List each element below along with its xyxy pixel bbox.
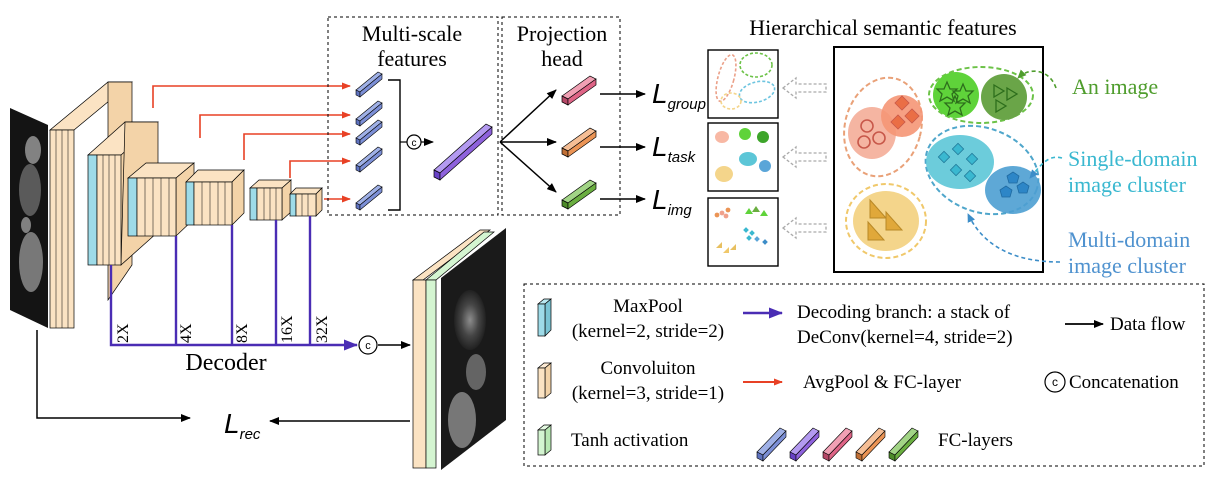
encoder-block-5 <box>249 179 292 221</box>
feature-vector-3 <box>355 119 383 146</box>
projection-arrows <box>499 89 557 193</box>
upsample-16x: 16X <box>279 315 296 343</box>
projection-title-line1: Projection <box>517 21 607 46</box>
encoder-block-6 <box>289 187 323 217</box>
legend-concat-symbol: c <box>1044 371 1066 393</box>
task-feature-panel <box>707 122 779 192</box>
upsample-factor-labels: 2X 4X 8X 16X 32X <box>115 315 331 343</box>
upsample-2x: 2X <box>115 323 132 343</box>
legend-fc-label: FC-layers <box>938 430 1013 451</box>
multiscale-feature-vectors <box>355 71 383 211</box>
legend-maxpool-line2: (kernel=2, stride=2) <box>572 321 724 342</box>
feature-vector-1 <box>355 71 383 98</box>
avgpool-arrows <box>152 82 351 203</box>
feature-vector-2 <box>355 100 383 127</box>
loss-task-label: Ltask <box>652 131 697 166</box>
loss-rec-label: Lrec <box>224 408 261 443</box>
legend-tanh-label: Tanh activation <box>571 430 689 451</box>
img-feature-panel <box>707 197 779 267</box>
output-reconstruction <box>411 228 506 470</box>
loss-group-label: Lgroup <box>652 78 706 113</box>
legend-maxpool-line1: MaxPool <box>613 296 683 317</box>
legend-concat-label: Concatenation <box>1069 372 1179 393</box>
concat-symbol-top: c <box>406 134 422 150</box>
legend-dataflow-label: Data flow <box>1110 314 1186 335</box>
cluster-cyan <box>924 124 1041 216</box>
legend-fc-blue <box>756 427 787 462</box>
legend-avgpool-label: AvgPool & FC-layer <box>803 372 962 393</box>
legend-fc-pink <box>822 427 853 462</box>
legend-decoding-line1: Decoding branch: a stack of <box>797 302 1011 323</box>
fc-task-vector <box>561 127 597 158</box>
input-mri-image <box>10 108 48 328</box>
hierarchical-title: Hierarchical semantic features <box>749 15 1017 40</box>
avgpool-arrow-3 <box>243 130 351 160</box>
avgpool-arrow-4 <box>289 157 351 178</box>
legend-tanh-swatch <box>537 424 552 456</box>
concat-bracket <box>388 79 401 211</box>
concat-symbol-decoder: c <box>358 335 378 355</box>
group-feature-panel <box>707 49 779 119</box>
fc-group-vector <box>561 75 597 106</box>
legend-maxpool-swatch <box>537 298 552 337</box>
decoder-label: Decoder <box>185 350 266 376</box>
multi-domain-callout <box>967 213 1061 263</box>
encoder-block-4 <box>185 169 245 226</box>
legend-fc-purple <box>789 427 820 462</box>
fc-img-vector <box>561 179 597 210</box>
multi-domain-line1: Multi-domain <box>1068 227 1190 252</box>
fused-feature-vector <box>433 123 493 181</box>
svg-text:c: c <box>412 138 417 149</box>
legend-conv-swatch <box>537 362 552 399</box>
reconstruction-flow <box>36 330 191 422</box>
panel-link-arrows <box>781 76 827 240</box>
legend-fc-orange <box>855 427 886 462</box>
an-image-callout <box>1017 69 1057 89</box>
encoder-block-3 <box>127 162 195 237</box>
svg-text:c: c <box>1052 375 1058 389</box>
legend-decoding-line2: DeConv(kernel=4, stride=2) <box>797 327 1013 348</box>
multiscale-features-box <box>327 16 499 216</box>
single-domain-line2: image cluster <box>1068 172 1187 197</box>
multi-domain-line2: image cluster <box>1068 253 1187 278</box>
loss-img-label: Limg <box>652 184 692 219</box>
single-domain-callout <box>1029 156 1063 179</box>
fc-to-loss-arrows <box>600 90 646 203</box>
single-domain-line1: Single-domain <box>1068 146 1198 171</box>
projection-head-box <box>501 16 621 216</box>
svg-text:c: c <box>365 340 371 352</box>
legend-box <box>523 283 1205 467</box>
cluster-yellow <box>845 183 927 259</box>
legend-conv-line2: (kernel=3, stride=1) <box>572 383 724 404</box>
avgpool-arrow-1 <box>152 82 351 108</box>
upsample-4x: 4X <box>178 323 195 343</box>
projection-title-line2: head <box>541 46 583 71</box>
cluster-red <box>843 76 923 178</box>
an-image-label: An image <box>1072 74 1158 99</box>
avgpool-arrow-2 <box>199 111 351 138</box>
upsample-8x: 8X <box>234 323 251 343</box>
legend-conv-line1: Convoluiton <box>600 358 696 379</box>
cluster-green <box>928 66 1034 124</box>
upsample-32x: 32X <box>314 315 331 343</box>
decoder-branch <box>109 216 358 351</box>
feature-vector-5 <box>355 184 383 211</box>
encoder <box>49 81 323 329</box>
legend-fc-swatches <box>756 427 919 462</box>
legend-fc-green <box>888 427 919 462</box>
feature-vector-4 <box>355 146 383 173</box>
multiscale-title-line1: Multi-scale <box>362 21 462 46</box>
multiscale-title-line2: features <box>377 46 447 71</box>
